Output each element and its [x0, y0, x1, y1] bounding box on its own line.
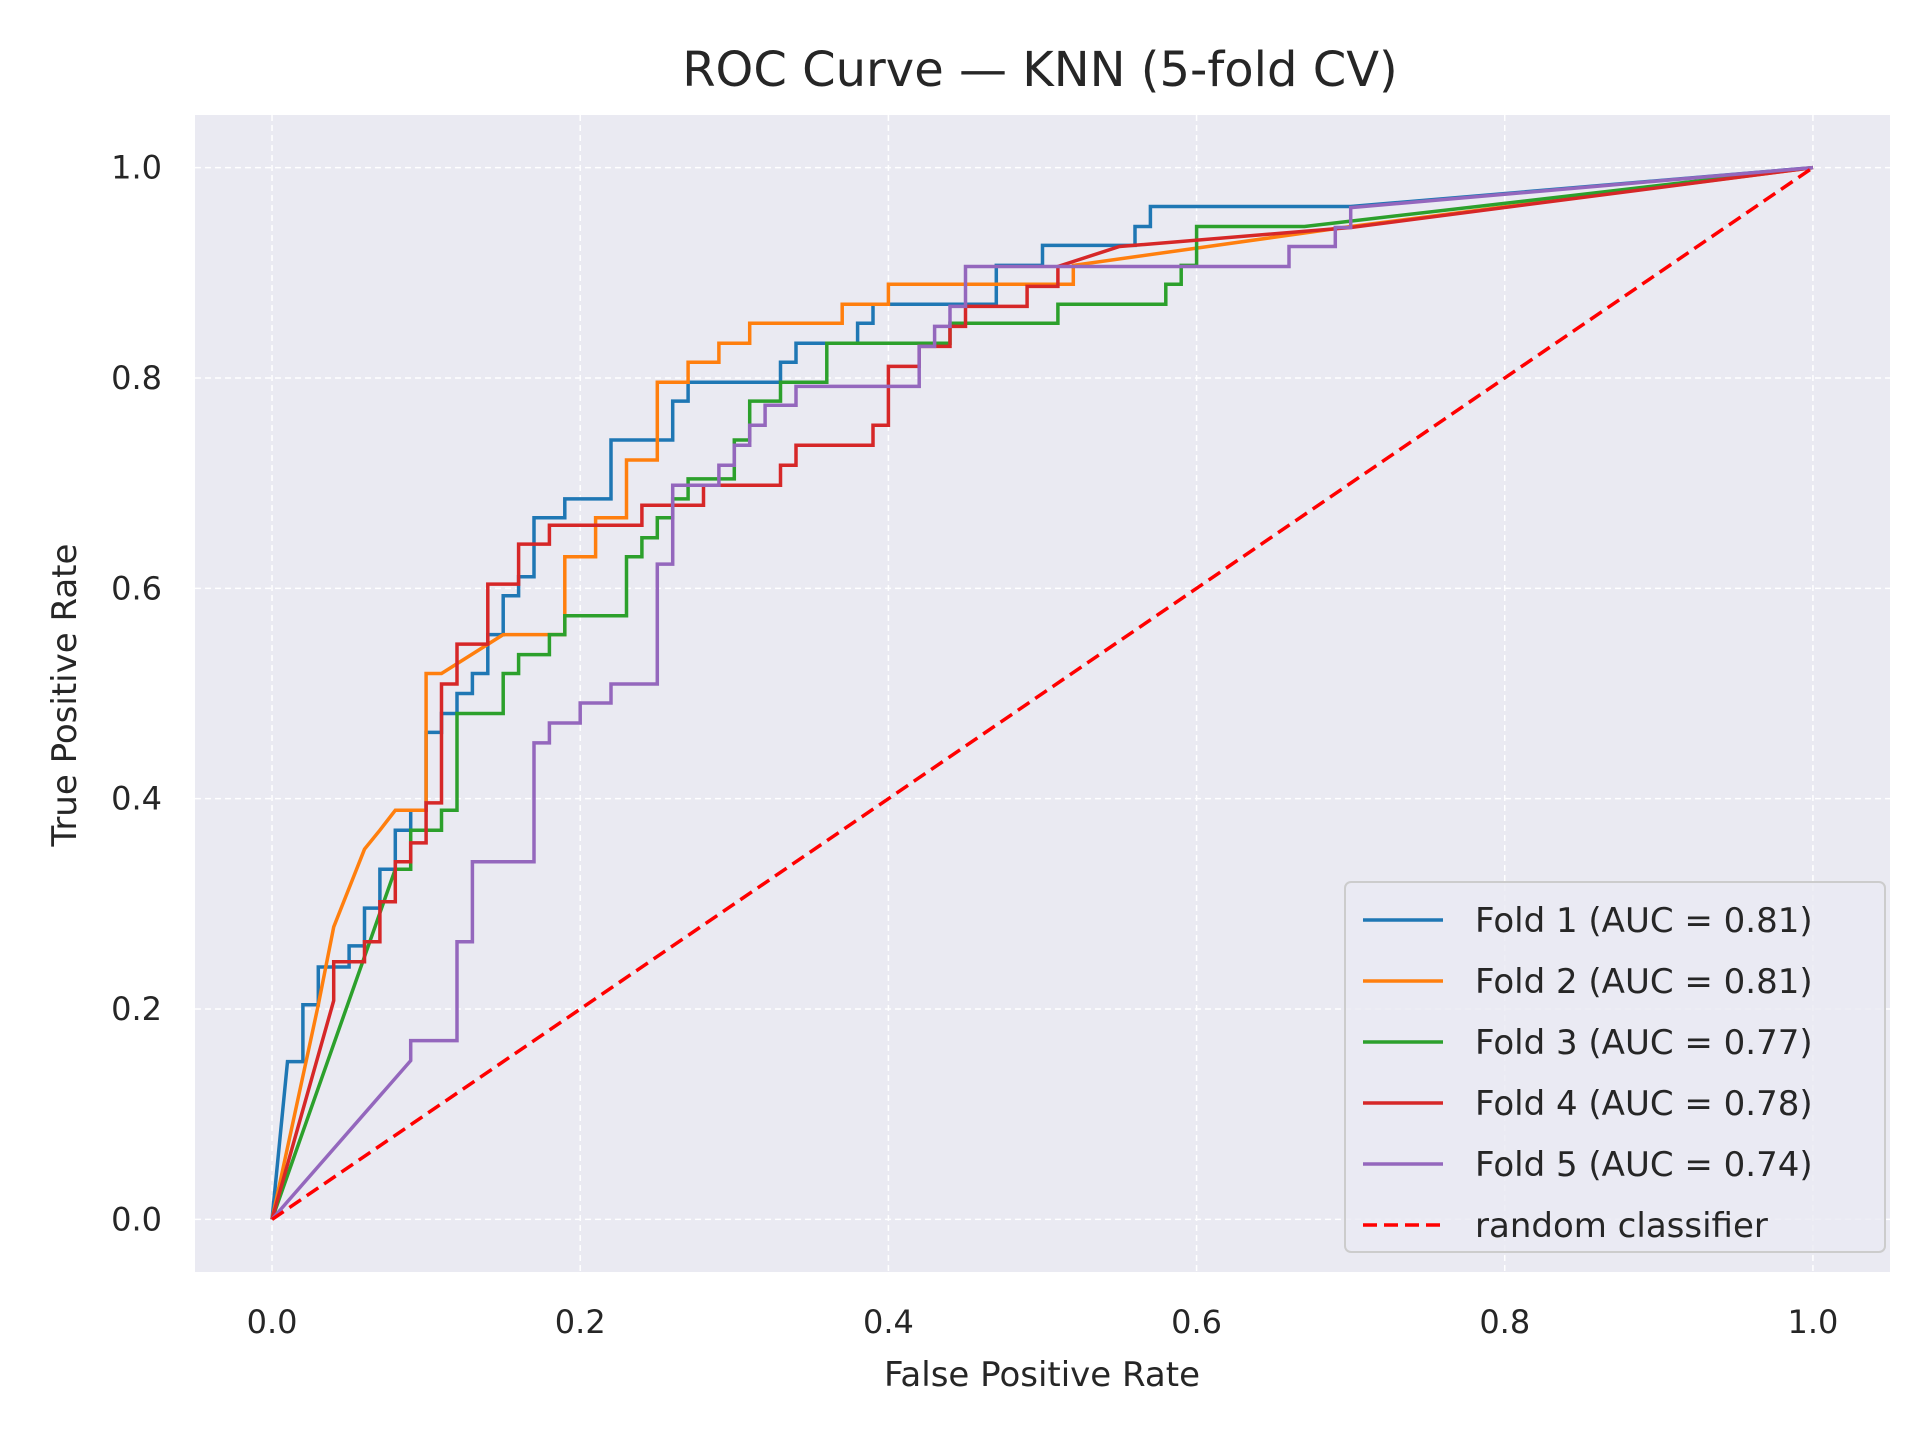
y-tick-label: 0.2 — [111, 990, 162, 1028]
legend-label-fold-2: Fold 2 (AUC = 0.81) — [1475, 962, 1813, 1002]
random-classifier-line — [271, 166, 1814, 1221]
x-tick-label: 0.2 — [555, 1303, 606, 1341]
legend-label-fold-5: Fold 5 (AUC = 0.74) — [1475, 1145, 1813, 1185]
y-axis-ticks: 0.0 0.2 0.4 0.6 0.8 1.0 — [111, 149, 162, 1239]
series-line-fold-4 — [270, 165, 1814, 1220]
x-tick-label: 0.0 — [247, 1303, 298, 1341]
series-line-fold-5 — [270, 165, 1814, 1221]
x-tick-label: 0.4 — [863, 1303, 914, 1341]
legend-label-fold-4: Fold 4 (AUC = 0.78) — [1475, 1084, 1813, 1124]
legend-label-fold-1: Fold 1 (AUC = 0.81) — [1475, 901, 1813, 941]
y-tick-label: 0.6 — [111, 569, 162, 607]
legend-label-fold-3: Fold 3 (AUC = 0.77) — [1475, 1023, 1813, 1063]
y-tick-label: 0.8 — [111, 359, 162, 397]
x-tick-label: 0.8 — [1479, 1303, 1530, 1341]
y-tick-label: 1.0 — [111, 149, 162, 187]
series-line-fold-2 — [270, 165, 1814, 1220]
legend: Fold 1 (AUC = 0.81) Fold 2 (AUC = 0.81) Fo… — [1344, 881, 1886, 1253]
legend-box — [1344, 881, 1886, 1253]
x-tick-label: 0.6 — [1171, 1303, 1222, 1341]
x-axis-ticks: 0.0 0.2 0.4 0.6 0.8 1.0 — [247, 1303, 1839, 1341]
legend-label-random-classifier: random classifier — [1475, 1206, 1768, 1246]
legend-items: Fold 1 (AUC = 0.81) Fold 2 (AUC = 0.81) Fo… — [1363, 901, 1813, 1246]
chart-title: ROC Curve — KNN (5-fold CV) — [682, 42, 1398, 98]
y-axis-label: True Positive Rate — [45, 544, 85, 848]
x-tick-label: 1.0 — [1788, 1303, 1839, 1341]
x-axis-label: False Positive Rate — [884, 1355, 1200, 1395]
y-tick-label: 0.0 — [111, 1200, 162, 1238]
y-tick-label: 0.4 — [111, 780, 162, 818]
series-lines — [270, 165, 1814, 1221]
